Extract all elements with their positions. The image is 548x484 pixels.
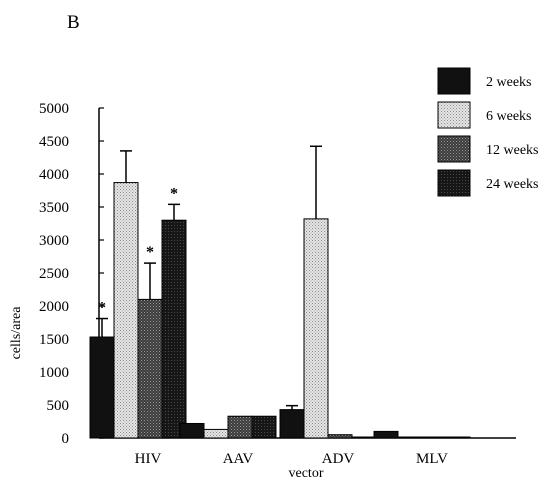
axes: 0 500 1000 1500 2000 2500 3000 3500 4000 4500 5000…	[9, 101, 516, 481]
y-axis-title: cells/area	[9, 306, 24, 360]
bar	[251, 415, 277, 439]
y-tick-label: 2500	[39, 266, 69, 282]
y-tick-label: 0	[62, 431, 70, 447]
y-tick-label: 5000	[39, 101, 69, 117]
bar	[373, 430, 399, 439]
bar	[113, 182, 139, 439]
y-tick-label: 4000	[39, 167, 69, 183]
legend-label: 12 weeks	[486, 143, 539, 158]
x-category-label: HIV	[135, 451, 162, 467]
x-category-label: ADV	[322, 451, 355, 467]
y-tick-label: 500	[47, 398, 70, 414]
significance-marker: *	[170, 185, 178, 202]
legend-swatch	[437, 169, 471, 197]
bar	[89, 336, 115, 439]
bar	[279, 409, 305, 439]
bar	[421, 436, 447, 439]
y-tick-label: 4500	[39, 134, 69, 150]
bar	[161, 219, 187, 439]
y-tick-label: 3500	[39, 200, 69, 216]
x-axis-title: vector	[289, 466, 324, 481]
bar	[179, 422, 205, 439]
y-tick-label: 1500	[39, 332, 69, 348]
y-tick-label: 1000	[39, 365, 69, 381]
bar	[327, 434, 353, 439]
bar	[445, 436, 471, 439]
y-tick-label: 2000	[39, 299, 69, 315]
legend-label: 2 weeks	[486, 75, 532, 90]
y-tick-label: 3000	[39, 233, 69, 249]
legend-swatch	[437, 67, 471, 95]
x-category-label: AAV	[223, 451, 254, 467]
panel-label: B	[67, 12, 80, 33]
bar	[203, 428, 229, 439]
legend-label: 6 weeks	[486, 109, 532, 124]
legend-swatch	[437, 135, 471, 163]
significance-marker: *	[98, 300, 106, 317]
bar	[397, 436, 423, 439]
bar	[303, 218, 329, 439]
x-category-label: MLV	[416, 451, 448, 467]
bars: * * *	[89, 145, 471, 439]
significance-marker: *	[146, 244, 154, 261]
legend-swatch	[437, 101, 471, 129]
bar	[351, 436, 377, 439]
bar	[227, 415, 253, 439]
bar	[137, 298, 163, 439]
legend-label: 24 weeks	[486, 177, 539, 192]
legend: 2 weeks 6 weeks 12 weeks 24 weeks	[437, 67, 539, 197]
